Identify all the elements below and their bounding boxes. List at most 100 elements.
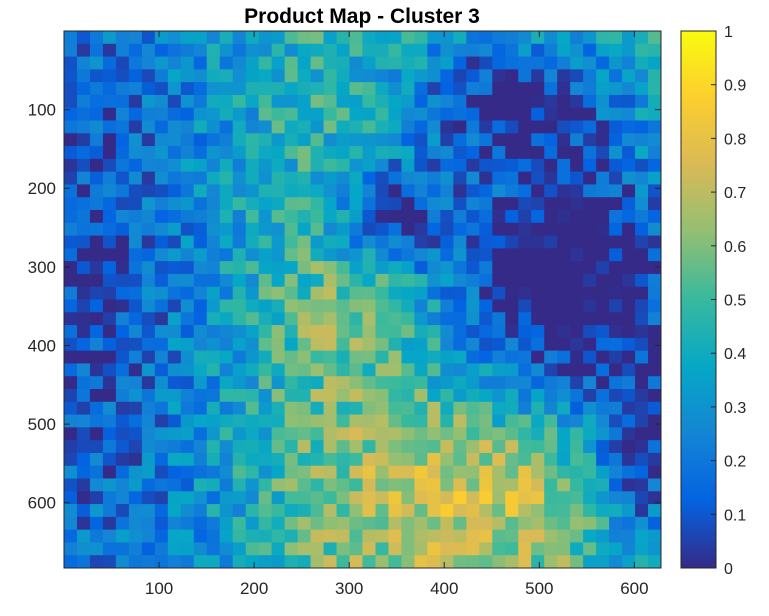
heatmap-cell xyxy=(375,82,390,96)
heatmap-cell xyxy=(245,542,260,556)
heatmap-cell xyxy=(583,516,597,531)
heatmap-cell xyxy=(154,210,169,224)
heatmap-cell xyxy=(141,452,156,467)
heatmap-cell xyxy=(193,43,208,58)
heatmap-cell xyxy=(258,504,273,518)
heatmap-cell xyxy=(323,337,338,352)
heatmap-cell xyxy=(570,69,584,83)
heatmap-cell xyxy=(635,465,649,480)
heatmap-cell xyxy=(245,350,260,365)
heatmap-cell xyxy=(544,56,558,70)
heatmap-cell xyxy=(271,542,286,556)
heatmap-cell xyxy=(362,504,377,518)
heatmap-cell xyxy=(89,43,104,58)
heatmap-cell xyxy=(635,440,649,454)
heatmap-cell xyxy=(388,337,403,352)
heatmap-cell xyxy=(323,69,338,83)
heatmap-cell xyxy=(284,261,299,275)
heatmap-cell xyxy=(557,184,571,198)
heatmap-cell xyxy=(102,465,117,480)
heatmap-cell xyxy=(206,222,221,237)
heatmap-cell xyxy=(544,184,558,198)
heatmap-cell xyxy=(596,222,610,237)
heatmap-cell xyxy=(219,43,234,58)
heatmap-cell xyxy=(245,210,260,224)
heatmap-cell xyxy=(76,82,91,96)
heatmap-cell xyxy=(648,376,661,390)
heatmap-cell xyxy=(89,56,104,70)
heatmap-cell xyxy=(635,389,649,403)
heatmap-cell xyxy=(167,350,182,365)
heatmap-cell xyxy=(544,210,558,224)
heatmap-cell xyxy=(284,337,299,352)
heatmap-cell xyxy=(531,389,545,403)
heatmap-cell xyxy=(557,465,571,480)
heatmap-cell xyxy=(76,43,91,58)
heatmap-cell xyxy=(414,261,428,275)
heatmap-cell xyxy=(245,363,260,377)
heatmap-cell xyxy=(622,235,636,249)
heatmap-cell xyxy=(64,465,78,480)
heatmap-cell xyxy=(492,325,506,339)
heatmap-cell xyxy=(64,158,78,173)
heatmap-cell xyxy=(609,376,623,390)
heatmap-cell xyxy=(258,222,273,237)
heatmap-cell xyxy=(466,184,480,198)
colorbar-tick-label: 0.2 xyxy=(724,454,746,471)
heatmap-cell xyxy=(388,56,403,70)
heatmap-cell xyxy=(180,82,195,96)
heatmap-cell xyxy=(284,133,299,147)
heatmap-cell xyxy=(531,184,545,198)
heatmap-cell xyxy=(427,337,441,352)
heatmap-cell xyxy=(518,542,532,556)
heatmap-cell xyxy=(466,376,480,390)
heatmap-cell xyxy=(323,146,338,160)
heatmap-cell xyxy=(349,325,364,339)
heatmap-cell xyxy=(167,158,182,173)
heatmap-cell xyxy=(401,184,416,198)
heatmap-cell xyxy=(284,107,299,122)
heatmap-cell xyxy=(427,312,441,326)
heatmap-cell xyxy=(284,43,299,58)
heatmap-cell xyxy=(362,337,377,352)
heatmap-cell xyxy=(622,171,636,186)
heatmap-cell xyxy=(414,197,428,211)
heatmap-cell xyxy=(466,222,480,237)
heatmap-cell xyxy=(89,171,104,186)
heatmap-cell xyxy=(622,389,636,403)
heatmap-cell xyxy=(154,452,169,467)
heatmap-cell xyxy=(323,440,338,454)
heatmap-cell xyxy=(323,286,338,301)
heatmap-cell xyxy=(167,440,182,454)
heatmap-cell xyxy=(492,363,506,377)
heatmap-cell xyxy=(440,452,454,467)
heatmap-cell xyxy=(128,146,143,160)
heatmap-cell xyxy=(102,325,117,339)
heatmap-cell xyxy=(544,465,558,480)
heatmap-cell xyxy=(583,414,597,428)
heatmap-cell xyxy=(271,299,286,313)
heatmap-cell xyxy=(336,286,351,301)
heatmap-cell xyxy=(180,146,195,160)
heatmap-cell xyxy=(102,43,117,58)
heatmap-cell xyxy=(544,31,558,45)
heatmap-cell xyxy=(466,235,480,249)
heatmap-cell xyxy=(271,465,286,480)
heatmap-cell xyxy=(531,171,545,186)
heatmap-cell xyxy=(115,82,130,96)
heatmap-cell xyxy=(232,312,247,326)
heatmap-cell xyxy=(193,171,208,186)
heatmap-cell xyxy=(180,337,195,352)
heatmap-cell xyxy=(492,478,506,492)
heatmap-cell xyxy=(193,452,208,467)
heatmap-cell xyxy=(167,120,182,134)
colorbar-tick-label: 0.3 xyxy=(724,400,746,417)
heatmap-cell xyxy=(453,146,467,160)
heatmap-cell xyxy=(440,465,454,480)
heatmap-cell xyxy=(609,273,623,288)
heatmap-cell xyxy=(102,504,117,518)
heatmap-cell xyxy=(219,504,234,518)
heatmap-cell xyxy=(141,133,156,147)
heatmap-cell xyxy=(180,452,195,467)
heatmap-cell xyxy=(271,376,286,390)
